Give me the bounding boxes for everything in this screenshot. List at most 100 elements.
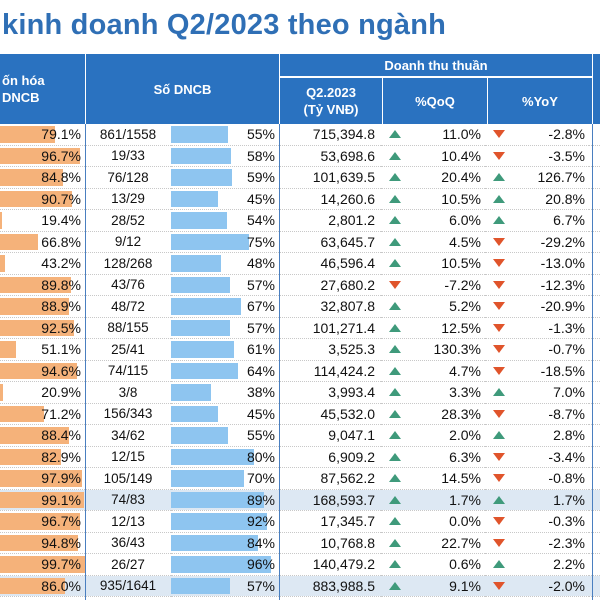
yoy-value: 2.8% — [553, 427, 585, 444]
arrow-down-icon — [493, 323, 505, 332]
dncb-count: 12/13 — [85, 510, 171, 533]
qoq-value: 6.0% — [449, 212, 481, 229]
arrow-up-icon — [493, 173, 505, 181]
arrow-down-icon — [493, 581, 505, 590]
dncb-pct-value: 67% — [246, 298, 275, 315]
revenue-value: 17,345.7 — [279, 510, 381, 533]
dncb-pct-bar — [171, 427, 229, 444]
cap-cell: 96.7% — [0, 145, 85, 167]
arrow-down-icon — [493, 366, 505, 375]
yoy-cell: 2.8% — [485, 424, 589, 447]
dncb-pct-bar — [171, 556, 271, 573]
dncb-pct-cell: 61% — [171, 338, 279, 361]
cap-cell: 84.8% — [0, 166, 85, 189]
revenue-value: 3,993.4 — [279, 381, 381, 404]
edge-cell — [589, 145, 600, 167]
dncb-pct-cell: 57% — [171, 274, 279, 296]
cap-value: 51.1% — [41, 341, 81, 358]
dncb-pct-cell: 75% — [171, 231, 279, 253]
revenue-value: 9,047.1 — [279, 424, 381, 447]
qoq-cell: 2.0% — [381, 424, 485, 447]
edge-cell — [589, 188, 600, 210]
dncb-pct-bar — [171, 233, 249, 250]
dncb-count: 9/12 — [85, 231, 171, 253]
qoq-cell: 10.4% — [381, 145, 485, 167]
table-row: 66.8% 9/12 75% 63,645.7 4.5% -29.2% — [0, 231, 600, 253]
yoy-value: -0.3% — [548, 513, 585, 530]
column-divider — [85, 124, 86, 600]
yoy-value: -3.4% — [548, 448, 585, 465]
qoq-value: 22.7% — [441, 534, 481, 551]
cap-bar — [0, 427, 69, 444]
table-row: 84.8% 76/128 59% 101,639.5 20.4% 126.7% — [0, 166, 600, 189]
dncb-pct-cell: 64% — [171, 360, 279, 382]
dncb-pct-cell: 80% — [171, 446, 279, 468]
table-row: 90.7% 13/29 45% 14,260.6 10.5% 20.8% — [0, 188, 600, 210]
arrow-up-icon — [389, 474, 401, 482]
dncb-pct-value: 80% — [246, 448, 275, 465]
dncb-pct-cell: 84% — [171, 532, 279, 554]
dncb-count: 74/83 — [85, 489, 171, 511]
cap-cell: 79.1% — [0, 124, 85, 146]
yoy-value: -2.8% — [548, 126, 585, 143]
yoy-value: -13.0% — [540, 255, 585, 272]
qoq-value: 20.4% — [441, 169, 481, 186]
arrow-up-icon — [389, 216, 401, 224]
cap-value: 88.4% — [41, 427, 81, 444]
arrow-down-icon — [493, 302, 505, 310]
cap-cell: 96.7% — [0, 510, 85, 533]
cap-bar — [0, 212, 3, 229]
cap-cell: 94.8% — [0, 532, 85, 554]
qoq-value: 28.3% — [441, 405, 481, 422]
qoq-cell: 4.7% — [381, 360, 485, 382]
edge-cell — [589, 403, 600, 425]
header-von-hoa-line2: DNCB — [2, 90, 40, 105]
qoq-value: 4.5% — [449, 233, 481, 250]
dncb-pct-value: 58% — [246, 147, 275, 164]
revenue-value: 32,807.8 — [279, 295, 381, 318]
dncb-pct-bar — [171, 513, 267, 530]
dncb-pct-value: 96% — [246, 556, 275, 573]
qoq-value: 14.5% — [441, 470, 481, 487]
arrow-up-icon — [389, 259, 401, 267]
yoy-value: -2.0% — [548, 577, 585, 594]
yoy-cell: -12.3% — [485, 274, 589, 296]
table-row: 94.6% 74/115 64% 114,424.2 4.7% -18.5% — [0, 360, 600, 382]
yoy-cell: -0.7% — [485, 338, 589, 361]
cap-value: 79.1% — [41, 126, 81, 143]
dncb-pct-value: 55% — [246, 126, 275, 143]
cap-value: 94.6% — [41, 362, 81, 379]
dncb-count: 34/62 — [85, 424, 171, 447]
revenue-value: 63,645.7 — [279, 231, 381, 253]
cap-cell: 88.4% — [0, 424, 85, 447]
yoy-value: 126.7% — [537, 169, 585, 186]
edge-cell — [589, 166, 600, 189]
arrow-up-icon — [389, 151, 401, 160]
dncb-count: 935/1641 — [85, 575, 171, 597]
edge-cell — [589, 274, 600, 296]
table-row: 97.9% 105/149 70% 87,562.2 14.5% -0.8% — [0, 467, 600, 490]
qoq-cell: 6.0% — [381, 209, 485, 232]
revenue-value: 27,680.2 — [279, 274, 381, 296]
dncb-pct-bar — [171, 341, 235, 358]
arrow-down-icon — [389, 280, 401, 289]
cap-cell: 92.5% — [0, 317, 85, 339]
dncb-pct-value: 89% — [246, 491, 275, 508]
table-row: 99.1% 74/83 89% 168,593.7 1.7% 1.7% — [0, 489, 600, 511]
edge-cell — [589, 360, 600, 382]
cap-cell: 90.7% — [0, 188, 85, 210]
header-so-dncb-label: Số DNCB — [153, 81, 212, 97]
arrow-up-icon — [389, 560, 401, 568]
edge-cell — [589, 489, 600, 511]
dncb-pct-value: 57% — [246, 577, 275, 594]
header-yoy: %YoY — [488, 78, 592, 124]
yoy-value: 20.8% — [545, 190, 585, 207]
cap-bar — [0, 147, 81, 164]
yoy-cell: -2.8% — [485, 124, 589, 146]
arrow-up-icon — [389, 517, 401, 525]
edge-cell — [589, 231, 600, 253]
arrow-up-icon — [493, 431, 505, 439]
dncb-pct-bar — [171, 298, 241, 315]
revenue-value: 10,768.8 — [279, 532, 381, 554]
revenue-value: 101,639.5 — [279, 166, 381, 189]
